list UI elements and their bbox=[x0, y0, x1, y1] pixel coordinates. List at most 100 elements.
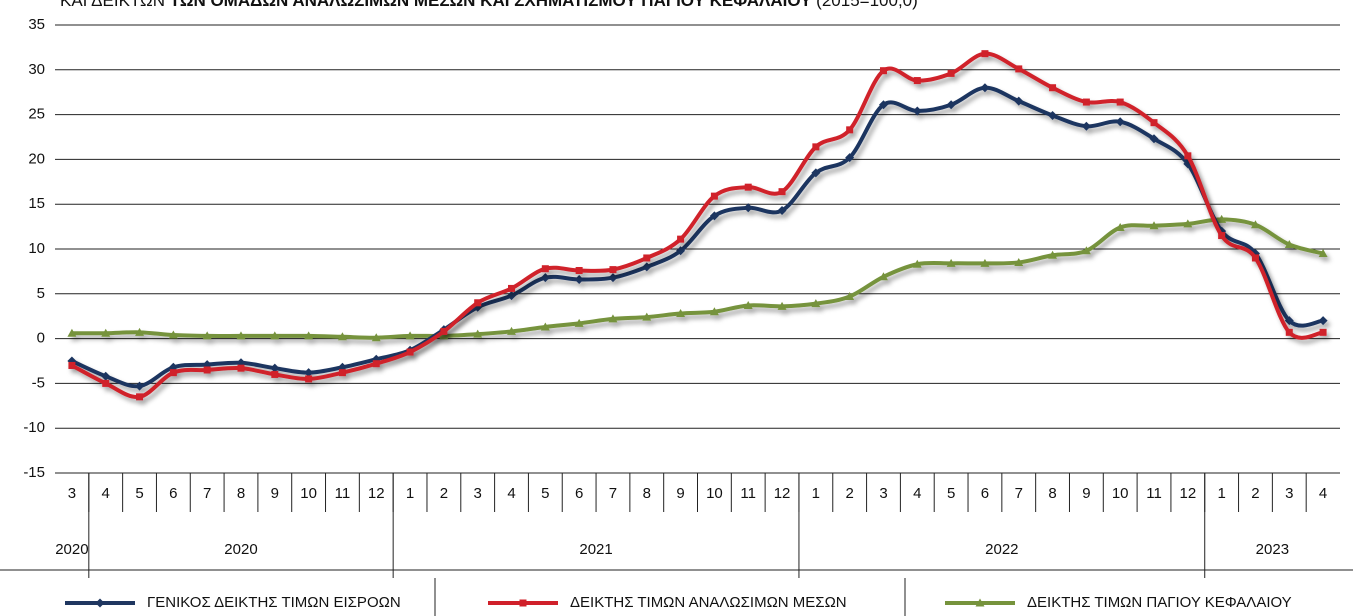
marker bbox=[777, 205, 787, 215]
y-tick-label: -15 bbox=[23, 464, 45, 481]
marker bbox=[304, 368, 314, 378]
y-tick-label: 25 bbox=[28, 106, 45, 123]
marker bbox=[1015, 65, 1023, 73]
marker bbox=[574, 274, 584, 284]
marker bbox=[507, 326, 517, 335]
marker bbox=[1081, 121, 1091, 131]
marker bbox=[372, 360, 380, 368]
x-tick-label: 2 bbox=[1251, 485, 1259, 502]
y-tick-label: 15 bbox=[28, 195, 45, 212]
marker bbox=[608, 314, 618, 323]
legend-label: ΔΕΙΚΤΗΣ ΤΙΜΩΝ ΑΝΑΛΩΣΙΜΩΝ ΜΕΣΩΝ bbox=[570, 594, 847, 611]
y-tick-label: 35 bbox=[28, 16, 45, 33]
marker bbox=[608, 273, 618, 283]
marker bbox=[676, 309, 686, 318]
marker bbox=[101, 371, 111, 381]
marker bbox=[337, 332, 347, 341]
year-label: 2020 bbox=[224, 541, 257, 558]
marker bbox=[912, 106, 922, 116]
year-label: 2023 bbox=[1256, 541, 1289, 558]
marker bbox=[575, 267, 583, 275]
marker bbox=[405, 331, 415, 340]
year-label: 2022 bbox=[985, 541, 1018, 558]
title-bold: ΤΩΝ ΟΜΑΔΩΝ ΑΝΑΛΩΣΙΜΩΝ ΜΕΣΩΝ ΚΑΙ ΣΧΗΜΑΤΙΣ… bbox=[170, 0, 812, 10]
y-tick-label: 5 bbox=[37, 285, 45, 302]
marker bbox=[946, 100, 956, 110]
marker bbox=[709, 307, 719, 316]
x-tick-label: 8 bbox=[1048, 485, 1056, 502]
marker bbox=[1049, 84, 1057, 92]
x-tick-label: 3 bbox=[68, 485, 76, 502]
marker bbox=[778, 188, 786, 196]
marker bbox=[101, 328, 111, 337]
x-tick-label: 5 bbox=[947, 485, 955, 502]
marker bbox=[1115, 222, 1125, 231]
marker bbox=[879, 67, 887, 75]
y-tick-label: 0 bbox=[37, 330, 45, 347]
marker bbox=[135, 381, 145, 391]
marker bbox=[1115, 117, 1125, 127]
x-tick-label: 7 bbox=[609, 485, 617, 502]
marker bbox=[1150, 119, 1158, 127]
marker bbox=[507, 291, 517, 301]
marker bbox=[203, 366, 211, 374]
marker bbox=[878, 100, 888, 110]
marker bbox=[743, 300, 753, 309]
x-tick-label: 6 bbox=[169, 485, 177, 502]
marker bbox=[1149, 134, 1159, 144]
y-tick-label: -5 bbox=[32, 374, 45, 391]
x-tick-label: 4 bbox=[913, 485, 921, 502]
year-label: 2020 bbox=[55, 541, 88, 558]
x-tick-label: 6 bbox=[575, 485, 583, 502]
marker bbox=[1116, 98, 1124, 106]
marker bbox=[1081, 246, 1091, 255]
x-tick-label: 5 bbox=[135, 485, 143, 502]
marker bbox=[540, 322, 550, 331]
marker bbox=[1183, 219, 1193, 228]
y-tick-label: -10 bbox=[23, 419, 45, 436]
marker bbox=[271, 370, 279, 378]
marker bbox=[777, 301, 787, 310]
marker bbox=[1250, 248, 1260, 258]
marker bbox=[406, 348, 414, 356]
marker bbox=[1251, 254, 1259, 262]
marker bbox=[1319, 328, 1327, 336]
marker bbox=[304, 331, 314, 340]
marker bbox=[474, 299, 482, 307]
marker bbox=[440, 327, 448, 335]
x-tick-label: 4 bbox=[102, 485, 110, 502]
marker bbox=[946, 258, 956, 267]
marker bbox=[168, 330, 178, 339]
legend-label: ΔΕΙΚΤΗΣ ΤΙΜΩΝ ΠΑΓΙΟΥ ΚΕΦΑΛΑΙΟΥ bbox=[1027, 594, 1292, 611]
marker bbox=[1250, 220, 1260, 229]
series-line bbox=[71, 217, 1324, 340]
x-tick-label: 11 bbox=[1146, 485, 1162, 502]
marker bbox=[710, 192, 718, 200]
marker bbox=[270, 331, 280, 340]
marker bbox=[845, 153, 855, 163]
x-tick-label: 12 bbox=[368, 485, 385, 502]
series bbox=[67, 214, 1328, 342]
marker bbox=[1217, 214, 1227, 223]
x-tick-label: 4 bbox=[1319, 485, 1327, 502]
marker bbox=[236, 331, 246, 340]
marker bbox=[371, 333, 381, 342]
marker bbox=[981, 50, 989, 58]
marker bbox=[135, 327, 145, 336]
marker bbox=[1184, 152, 1192, 160]
x-tick-label: 7 bbox=[203, 485, 211, 502]
marker bbox=[1318, 316, 1328, 326]
marker bbox=[473, 329, 483, 338]
marker bbox=[812, 143, 820, 151]
marker bbox=[338, 369, 346, 377]
marker bbox=[980, 258, 990, 267]
marker bbox=[980, 83, 990, 93]
marker bbox=[642, 262, 652, 272]
year-label: 2021 bbox=[579, 541, 612, 558]
marker bbox=[1014, 257, 1024, 266]
marker bbox=[540, 273, 550, 283]
marker bbox=[947, 69, 955, 77]
legend-marker bbox=[975, 598, 985, 607]
x-tick-label: 3 bbox=[474, 485, 482, 502]
title-prefix: ΚΑΙ ΔΕΙΚΤΩΝ bbox=[60, 0, 165, 10]
